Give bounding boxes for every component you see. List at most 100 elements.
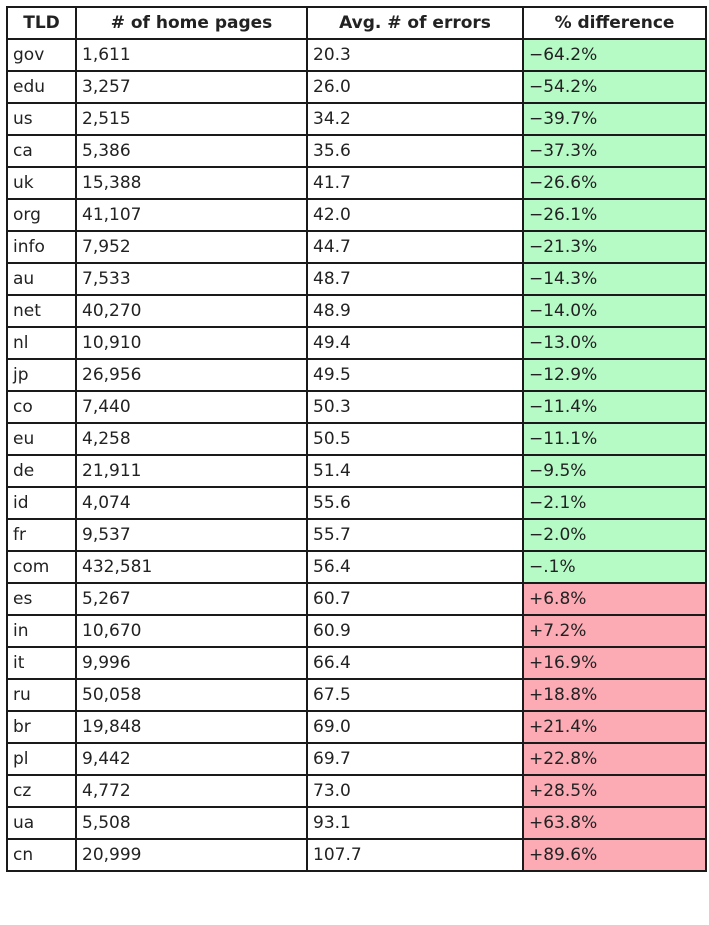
cell-tld: info xyxy=(6,230,77,264)
cell-tld: de xyxy=(6,454,77,488)
cell-avg-errors: 48.7 xyxy=(306,262,524,296)
cell-home-pages: 9,537 xyxy=(75,518,308,552)
cell-home-pages: 4,074 xyxy=(75,486,308,520)
table-row: gov 1,611 20.3 −64.2% xyxy=(6,38,707,72)
cell-percent-difference: +16.9% xyxy=(522,646,707,680)
cell-home-pages: 19,848 xyxy=(75,710,308,744)
header-avg-errors: Avg. # of errors xyxy=(306,6,524,40)
table-row: co 7,440 50.3 −11.4% xyxy=(6,390,707,424)
table-row: nl 10,910 49.4 −13.0% xyxy=(6,326,707,360)
cell-home-pages: 5,267 xyxy=(75,582,308,616)
cell-percent-difference: −14.3% xyxy=(522,262,707,296)
cell-home-pages: 2,515 xyxy=(75,102,308,136)
cell-avg-errors: 50.3 xyxy=(306,390,524,424)
cell-home-pages: 4,258 xyxy=(75,422,308,456)
cell-percent-difference: −21.3% xyxy=(522,230,707,264)
cell-avg-errors: 55.7 xyxy=(306,518,524,552)
cell-tld: edu xyxy=(6,70,77,104)
cell-percent-difference: −12.9% xyxy=(522,358,707,392)
cell-home-pages: 4,772 xyxy=(75,774,308,808)
cell-tld: org xyxy=(6,198,77,232)
cell-avg-errors: 44.7 xyxy=(306,230,524,264)
cell-percent-difference: −54.2% xyxy=(522,70,707,104)
cell-avg-errors: 48.9 xyxy=(306,294,524,328)
cell-percent-difference: −11.4% xyxy=(522,390,707,424)
cell-percent-difference: −39.7% xyxy=(522,102,707,136)
cell-home-pages: 7,533 xyxy=(75,262,308,296)
cell-home-pages: 7,952 xyxy=(75,230,308,264)
cell-home-pages: 50,058 xyxy=(75,678,308,712)
cell-home-pages: 7,440 xyxy=(75,390,308,424)
cell-home-pages: 10,670 xyxy=(75,614,308,648)
cell-home-pages: 1,611 xyxy=(75,38,308,72)
cell-avg-errors: 20.3 xyxy=(306,38,524,72)
cell-tld: it xyxy=(6,646,77,680)
cell-tld: pl xyxy=(6,742,77,776)
cell-home-pages: 41,107 xyxy=(75,198,308,232)
cell-percent-difference: −9.5% xyxy=(522,454,707,488)
cell-percent-difference: −13.0% xyxy=(522,326,707,360)
cell-avg-errors: 69.0 xyxy=(306,710,524,744)
cell-tld: es xyxy=(6,582,77,616)
cell-percent-difference: −26.6% xyxy=(522,166,707,200)
cell-home-pages: 5,508 xyxy=(75,806,308,840)
cell-avg-errors: 49.5 xyxy=(306,358,524,392)
cell-avg-errors: 51.4 xyxy=(306,454,524,488)
header-row: TLD # of home pages Avg. # of errors % d… xyxy=(6,6,707,40)
cell-avg-errors: 55.6 xyxy=(306,486,524,520)
table-body: gov 1,611 20.3 −64.2% edu 3,257 26.0 −54.2% us 2,… xyxy=(6,38,707,872)
table-row: uk 15,388 41.7 −26.6% xyxy=(6,166,707,200)
cell-home-pages: 40,270 xyxy=(75,294,308,328)
cell-tld: com xyxy=(6,550,77,584)
table-row: net 40,270 48.9 −14.0% xyxy=(6,294,707,328)
cell-percent-difference: +28.5% xyxy=(522,774,707,808)
table-row: de 21,911 51.4 −9.5% xyxy=(6,454,707,488)
cell-percent-difference: +18.8% xyxy=(522,678,707,712)
table-row: cn 20,999 107.7 +89.6% xyxy=(6,838,707,872)
cell-home-pages: 10,910 xyxy=(75,326,308,360)
cell-avg-errors: 60.7 xyxy=(306,582,524,616)
cell-tld: net xyxy=(6,294,77,328)
cell-tld: jp xyxy=(6,358,77,392)
table-row: it 9,996 66.4 +16.9% xyxy=(6,646,707,680)
cell-avg-errors: 42.0 xyxy=(306,198,524,232)
cell-tld: au xyxy=(6,262,77,296)
cell-tld: eu xyxy=(6,422,77,456)
cell-tld: nl xyxy=(6,326,77,360)
cell-percent-difference: +21.4% xyxy=(522,710,707,744)
table-row: edu 3,257 26.0 −54.2% xyxy=(6,70,707,104)
table-row: in 10,670 60.9 +7.2% xyxy=(6,614,707,648)
table-row: pl 9,442 69.7 +22.8% xyxy=(6,742,707,776)
cell-avg-errors: 35.6 xyxy=(306,134,524,168)
cell-home-pages: 432,581 xyxy=(75,550,308,584)
header-home-pages: # of home pages xyxy=(75,6,308,40)
cell-avg-errors: 49.4 xyxy=(306,326,524,360)
cell-percent-difference: −37.3% xyxy=(522,134,707,168)
cell-home-pages: 9,442 xyxy=(75,742,308,776)
cell-home-pages: 21,911 xyxy=(75,454,308,488)
cell-avg-errors: 66.4 xyxy=(306,646,524,680)
cell-percent-difference: −2.1% xyxy=(522,486,707,520)
cell-percent-difference: +89.6% xyxy=(522,838,707,872)
table-row: com 432,581 56.4 −.1% xyxy=(6,550,707,584)
cell-tld: ru xyxy=(6,678,77,712)
cell-percent-difference: +63.8% xyxy=(522,806,707,840)
cell-tld: ca xyxy=(6,134,77,168)
cell-tld: us xyxy=(6,102,77,136)
table-row: cz 4,772 73.0 +28.5% xyxy=(6,774,707,808)
header-percent-difference: % difference xyxy=(522,6,707,40)
cell-tld: cz xyxy=(6,774,77,808)
cell-tld: gov xyxy=(6,38,77,72)
cell-home-pages: 15,388 xyxy=(75,166,308,200)
table-row: ca 5,386 35.6 −37.3% xyxy=(6,134,707,168)
cell-home-pages: 9,996 xyxy=(75,646,308,680)
cell-tld: id xyxy=(6,486,77,520)
table-row: es 5,267 60.7 +6.8% xyxy=(6,582,707,616)
cell-avg-errors: 41.7 xyxy=(306,166,524,200)
cell-avg-errors: 34.2 xyxy=(306,102,524,136)
table-row: br 19,848 69.0 +21.4% xyxy=(6,710,707,744)
cell-avg-errors: 93.1 xyxy=(306,806,524,840)
cell-avg-errors: 73.0 xyxy=(306,774,524,808)
tld-errors-table: TLD # of home pages Avg. # of errors % d… xyxy=(6,6,707,872)
cell-percent-difference: −.1% xyxy=(522,550,707,584)
